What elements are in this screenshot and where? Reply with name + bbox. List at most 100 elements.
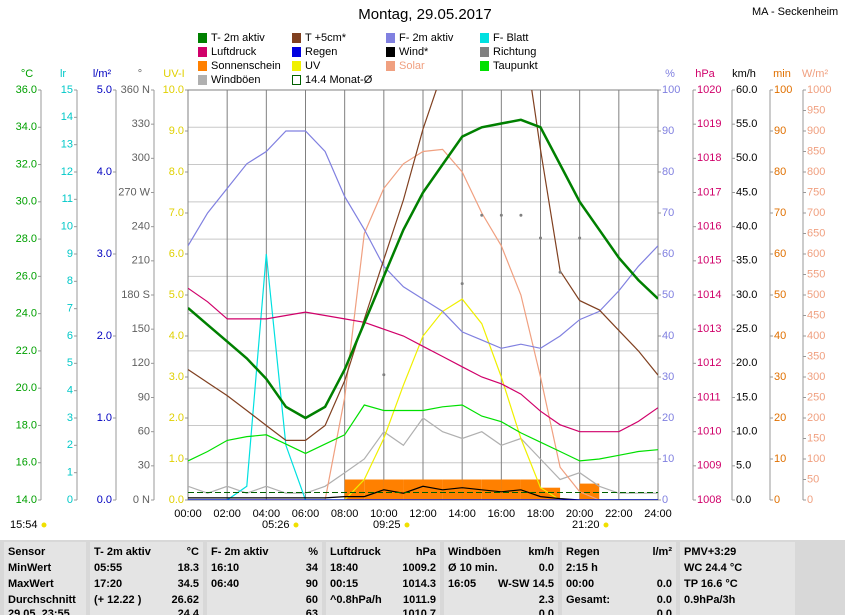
tick-label: 240 (132, 221, 150, 233)
series-line (188, 253, 658, 500)
legend-swatch (292, 33, 301, 43)
tick-label: 34.0 (16, 121, 37, 133)
series-line (188, 130, 658, 349)
tick-label: 1019 (697, 118, 721, 130)
table-cell: 00:00 (566, 578, 594, 590)
table-cell: 06:40 (211, 578, 239, 590)
tick-label: 350 (807, 350, 825, 362)
tick-label: 18.0 (16, 419, 37, 431)
tick-label: 30.0 (16, 196, 37, 208)
tick-label: 15.0 (736, 391, 757, 403)
tick-label: 7.0 (169, 207, 184, 219)
legend-swatch (292, 61, 301, 71)
tick-label: 11 (62, 193, 73, 205)
axis-title: ° (138, 68, 142, 80)
tick-label: 550 (807, 268, 825, 280)
legend-label: F- 2m aktiv (399, 32, 454, 44)
legend-swatch (198, 61, 207, 71)
tick-label: 4 (67, 385, 73, 397)
tick-label: 90 (662, 125, 674, 137)
tick-label: 30 (774, 371, 786, 383)
series-line (188, 90, 658, 441)
time-marker: 21:20 (572, 519, 600, 531)
tick-label: 1012 (697, 357, 721, 369)
tick-label: 30 (138, 460, 150, 472)
legend-label: Sonnenschein (211, 60, 281, 72)
tick-label: 10 (61, 221, 73, 233)
tick-label: 1009 (697, 460, 721, 472)
tick-label: 120 (132, 357, 150, 369)
tick-label: 1013 (697, 323, 721, 335)
table-col (326, 542, 440, 615)
tick-label: 0.0 (97, 494, 112, 506)
tick-label: 0.0 (169, 494, 184, 506)
table-cell: W-SW 14.5 (498, 578, 554, 590)
axis-title: % (665, 68, 675, 80)
legend-swatch (386, 47, 395, 57)
x-tick-label: 18:00 (527, 508, 555, 520)
x-tick-label: 20:00 (566, 508, 594, 520)
sunshine-bar (481, 479, 502, 500)
legend-swatch (292, 75, 301, 85)
legend-swatch (480, 61, 489, 71)
sunshine-bar (364, 479, 384, 500)
station: MA - Seckenheim (752, 6, 838, 18)
sun-icon (41, 522, 47, 528)
tick-label: 270 W (118, 186, 150, 198)
table-header: Regen (566, 546, 600, 558)
tick-label: 0 (662, 494, 668, 506)
tick-label: 32.0 (16, 158, 37, 170)
time-marker: 09:25 (373, 519, 401, 531)
x-tick-label: 16:00 (488, 508, 516, 520)
tick-label: 1010 (697, 426, 721, 438)
sunshine-bar (442, 479, 463, 500)
direction-dot (480, 213, 484, 217)
table-col (562, 542, 676, 615)
tick-label: 1017 (697, 186, 721, 198)
x-tick-label: 02:00 (213, 508, 241, 520)
legend-swatch (198, 75, 207, 85)
sunshine-bar (462, 479, 482, 500)
x-tick-label: 14:00 (448, 508, 476, 520)
tick-label: 50 (662, 289, 674, 301)
x-tick-label: 24:00 (644, 508, 672, 520)
axis-title: UV-I (163, 68, 184, 80)
table-cell: 24.4 (178, 608, 200, 615)
tick-label: 100 (807, 453, 825, 465)
legend-label: T +5cm* (305, 32, 347, 44)
plot-series (188, 90, 658, 500)
table-col (680, 542, 795, 615)
direction-dot (558, 270, 562, 274)
series-line (188, 287, 658, 433)
direction-dot (382, 373, 386, 377)
series-line (188, 118, 658, 420)
tick-label: 50.0 (736, 152, 757, 164)
table-header: °C (187, 546, 199, 558)
tick-label: 1000 (807, 84, 831, 96)
axis-title: hPa (695, 68, 715, 80)
tick-label: 3.0 (97, 248, 112, 260)
tick-label: 55.0 (736, 118, 757, 130)
x-tick-label: 08:00 (331, 508, 359, 520)
tick-label: 7 (67, 303, 73, 315)
time-marker: 15:54 (10, 519, 38, 531)
table-cell: 2:15 h (566, 562, 598, 574)
legend-label: Richtung (493, 46, 536, 58)
table-cell: 1009.2 (402, 562, 436, 574)
tick-label: 6.0 (169, 248, 184, 260)
tick-label: 10.0 (736, 426, 757, 438)
legend-label: Windböen (211, 74, 261, 86)
legend-label: UV (305, 60, 321, 72)
direction-dot (460, 282, 464, 286)
sun-icon (404, 522, 410, 528)
legend-swatch (480, 47, 489, 57)
tick-label: 8.0 (169, 166, 184, 178)
table-col (207, 542, 322, 615)
tick-label: 500 (807, 289, 825, 301)
tick-label: 2.0 (97, 330, 112, 342)
tick-label: 36.0 (16, 84, 37, 96)
tick-label: 14.0 (16, 494, 37, 506)
sun-icon (293, 522, 299, 528)
tick-label: 20 (774, 412, 786, 424)
